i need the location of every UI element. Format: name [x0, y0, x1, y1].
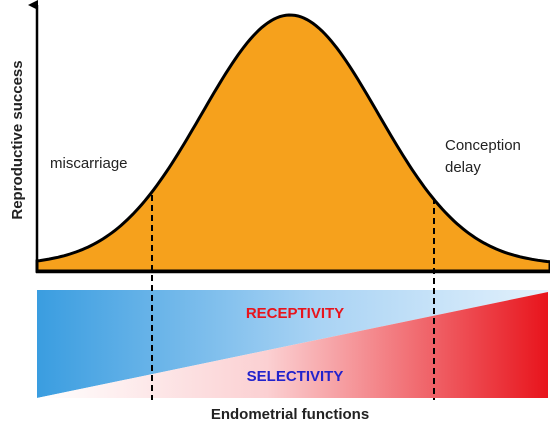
- x-axis-label: Endometrial functions: [211, 406, 369, 423]
- receptivity-band: [37, 290, 548, 398]
- left-label: miscarriage: [50, 155, 128, 172]
- upper-band-label: RECEPTIVITY: [246, 305, 344, 322]
- selectivity-band: [37, 292, 548, 398]
- right-label: Conception: [445, 137, 521, 154]
- lower-band-label: SELECTIVITY: [247, 368, 344, 385]
- bell-curve: [35, 13, 550, 273]
- right-label: delay: [445, 159, 481, 176]
- y-axis-label: Reproductive success: [9, 60, 26, 219]
